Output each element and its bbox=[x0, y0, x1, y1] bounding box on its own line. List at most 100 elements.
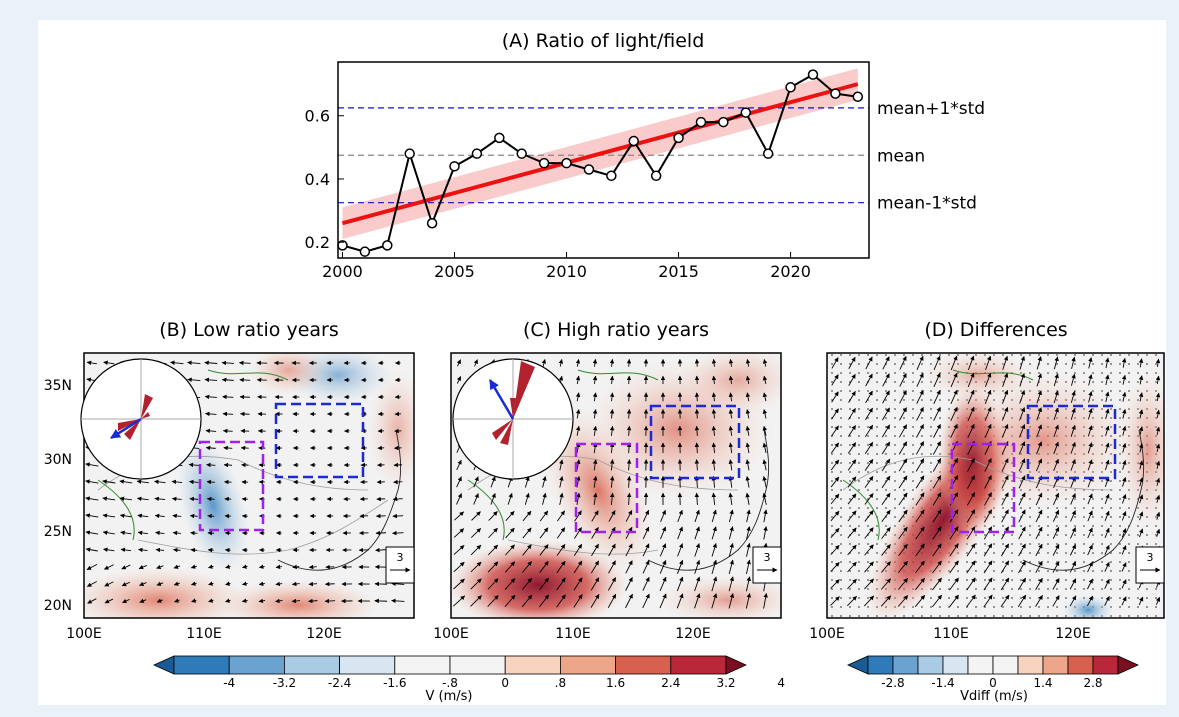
wind-vector bbox=[258, 564, 265, 569]
wind-vector bbox=[882, 390, 890, 404]
wind-vector bbox=[711, 392, 717, 402]
wind-vector bbox=[559, 492, 564, 505]
wind-vector bbox=[949, 560, 959, 574]
trend-line bbox=[341, 82, 859, 226]
wind-vector bbox=[984, 372, 992, 388]
wind-vector bbox=[575, 425, 581, 436]
wind-vector bbox=[539, 560, 549, 573]
wind-vector bbox=[694, 392, 700, 402]
panel-d-map bbox=[827, 353, 1164, 618]
wind-rose-c bbox=[452, 358, 574, 480]
wind-vector bbox=[933, 389, 941, 404]
ref-line-label: mean bbox=[877, 146, 925, 166]
wind-vector bbox=[642, 509, 650, 522]
wind-vector bbox=[1104, 510, 1110, 522]
wind-vector bbox=[1104, 595, 1110, 606]
wind-vector bbox=[1000, 577, 1010, 591]
colorbar-bin bbox=[967, 655, 994, 675]
svg-text:3: 3 bbox=[764, 551, 771, 564]
wind-vector bbox=[591, 510, 599, 522]
wind-vector bbox=[521, 594, 533, 608]
wind-vector bbox=[916, 407, 924, 421]
wind-vector bbox=[522, 510, 532, 522]
wind-vector bbox=[1155, 494, 1161, 503]
wind-vector bbox=[473, 359, 478, 367]
wind-vector bbox=[102, 496, 116, 501]
lon-tick: 100E bbox=[66, 626, 102, 642]
colorbar-bin bbox=[339, 655, 396, 675]
wind-vector bbox=[659, 593, 667, 609]
wind-vector bbox=[456, 375, 462, 384]
panel-c-frame bbox=[450, 352, 782, 619]
wind-vector bbox=[711, 409, 717, 419]
wind-vector bbox=[103, 564, 114, 570]
wind-vector bbox=[505, 527, 515, 539]
wind-vector bbox=[103, 360, 115, 366]
wind-vector bbox=[1070, 458, 1076, 471]
box-blue bbox=[649, 404, 741, 480]
wind-vector bbox=[608, 543, 616, 557]
wind-vector bbox=[626, 392, 632, 402]
wind-vector bbox=[1105, 374, 1110, 386]
wind-vector bbox=[745, 459, 750, 471]
panel-a-title: (A) Ratio of light/field bbox=[502, 30, 705, 52]
wind-vector bbox=[933, 423, 941, 438]
wind-vector bbox=[258, 598, 266, 604]
wind-vector bbox=[189, 479, 199, 485]
wind-vector bbox=[1019, 373, 1026, 387]
wind-vector bbox=[539, 544, 549, 556]
wind-vector bbox=[187, 360, 201, 366]
ref-line-label: mean-1*std bbox=[877, 194, 977, 214]
wind-vector bbox=[173, 598, 180, 603]
data-point bbox=[695, 116, 707, 128]
wind-vector bbox=[626, 492, 632, 505]
wind-vector bbox=[1155, 358, 1161, 368]
wind-vector bbox=[156, 581, 164, 586]
wind-vector bbox=[239, 377, 251, 383]
wind-vector bbox=[898, 424, 908, 438]
wind-vector bbox=[915, 441, 925, 455]
wind-vector bbox=[915, 509, 925, 523]
wind-vector bbox=[830, 579, 840, 589]
wind-vector bbox=[173, 581, 180, 586]
wind-vector bbox=[983, 543, 993, 557]
wind-vector bbox=[1121, 357, 1127, 368]
wind-vector bbox=[206, 462, 216, 468]
wind-vector bbox=[456, 493, 462, 505]
wind-vector bbox=[324, 598, 336, 604]
wind-vector bbox=[1000, 594, 1010, 608]
wind-vector bbox=[864, 458, 874, 471]
wind-vector bbox=[728, 593, 735, 609]
wind-vector bbox=[574, 527, 582, 539]
wind-vector bbox=[1105, 391, 1110, 403]
wind-vector bbox=[593, 475, 598, 488]
wind-vector bbox=[864, 544, 874, 556]
wind-vector bbox=[456, 359, 461, 367]
wind-vector bbox=[1138, 460, 1144, 470]
wind-vector bbox=[1052, 561, 1060, 573]
wind-vector bbox=[1087, 561, 1093, 573]
wind-vector bbox=[542, 476, 547, 488]
wind-vector bbox=[949, 543, 959, 557]
wind-vector bbox=[139, 598, 147, 603]
wind-vector bbox=[745, 358, 751, 367]
wind-vector bbox=[966, 577, 976, 591]
wind-vector bbox=[898, 475, 908, 489]
data-point bbox=[762, 148, 774, 159]
wind-vector bbox=[745, 409, 751, 419]
wind-vector bbox=[694, 509, 700, 523]
wind-vector bbox=[1070, 390, 1076, 403]
data-point bbox=[538, 157, 550, 169]
wind-vector bbox=[1138, 409, 1144, 419]
wind-vector bbox=[881, 509, 891, 522]
wind-vector bbox=[1138, 375, 1144, 385]
wind-vector bbox=[932, 509, 942, 523]
wind-vector bbox=[221, 360, 235, 366]
wind-vector bbox=[847, 578, 857, 590]
data-point bbox=[516, 148, 527, 159]
wind-vector bbox=[711, 576, 718, 592]
wind-vector bbox=[728, 526, 734, 540]
box-blue bbox=[274, 402, 365, 479]
wind-vector bbox=[207, 513, 215, 519]
wind-vector bbox=[607, 593, 617, 608]
